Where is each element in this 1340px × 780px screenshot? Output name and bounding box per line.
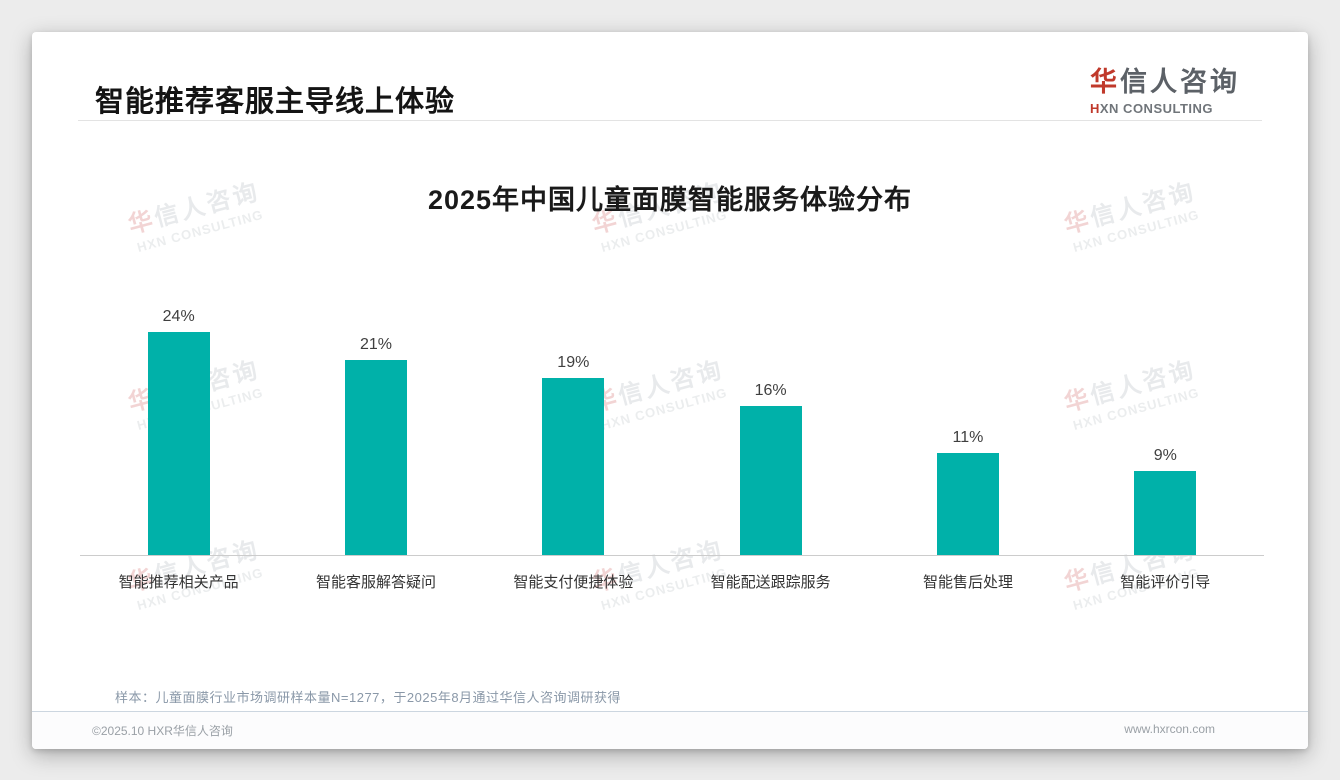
category-label: 智能推荐相关产品 [118,574,239,591]
chart-title: 2025年中国儿童面膜智能服务体验分布 [427,185,913,215]
bar [147,332,210,555]
bar [344,360,407,555]
bar-value-label: 9% [1153,447,1177,464]
bar-value-label: 24% [162,308,195,325]
logo-name-rest: 信人咨询 [1120,67,1240,97]
website-url: www.hxrcon.com [1124,722,1215,736]
bar [936,453,999,555]
category-label: 智能配送跟踪服务 [710,574,831,591]
bar-value-label: 21% [359,336,392,353]
category-axis-labels: 智能推荐相关产品 智能客服解答疑问 智能支付便捷体验 智能配送跟踪服务 智能售后处理 智能… [80,571,1264,592]
bar-column: 11% [869,260,1066,555]
footer-bar: ©2025.10 HXR华信人咨询 www.hxrcon.com [32,712,1308,749]
category-label: 智能客服解答疑问 [315,574,436,591]
slide-card: 华信人咨询 HXN CONSULTING 华信人咨询 HXN CONSULTING 华信… [32,32,1308,749]
sample-note: 样本：儿童面膜行业市场调研样本量N=1277，于2025年8月通过华信人咨询调研… [115,690,622,705]
logo-en-rest: XN CONSULTING [1099,101,1214,116]
bar-chart: 24% 21% 19% 16% 11% 9% [80,260,1264,556]
logo-accent-char: 华 [1090,67,1120,97]
footer-divider [32,711,1308,712]
category-label: 智能评价引导 [1120,574,1211,591]
bar-value-label: 11% [952,429,984,446]
bar [1134,471,1197,555]
bar-column: 24% [80,260,277,555]
logo-chinese-name: 华信人咨询 [1090,60,1240,99]
bar-column: 9% [1067,260,1264,555]
copyright: ©2025.10 HXR华信人咨询 [92,724,233,738]
bar [542,378,605,555]
logo-en-accent-char: H [1090,101,1100,116]
header-divider [78,120,1262,121]
category-label: 智能支付便捷体验 [513,574,634,591]
bar-column: 21% [277,260,474,555]
bar [739,406,802,555]
page-title: 智能推荐客服主导线上体验 [95,86,456,118]
logo-english-name: HXN CONSULTING [1090,101,1240,116]
bar-column: 19% [475,260,672,555]
bar-value-label: 19% [557,354,590,371]
category-label: 智能售后处理 [922,574,1013,591]
bar-column: 16% [672,260,869,555]
bar-value-label: 16% [754,382,787,399]
brand-logo: 华信人咨询 HXN CONSULTING [1090,60,1240,116]
